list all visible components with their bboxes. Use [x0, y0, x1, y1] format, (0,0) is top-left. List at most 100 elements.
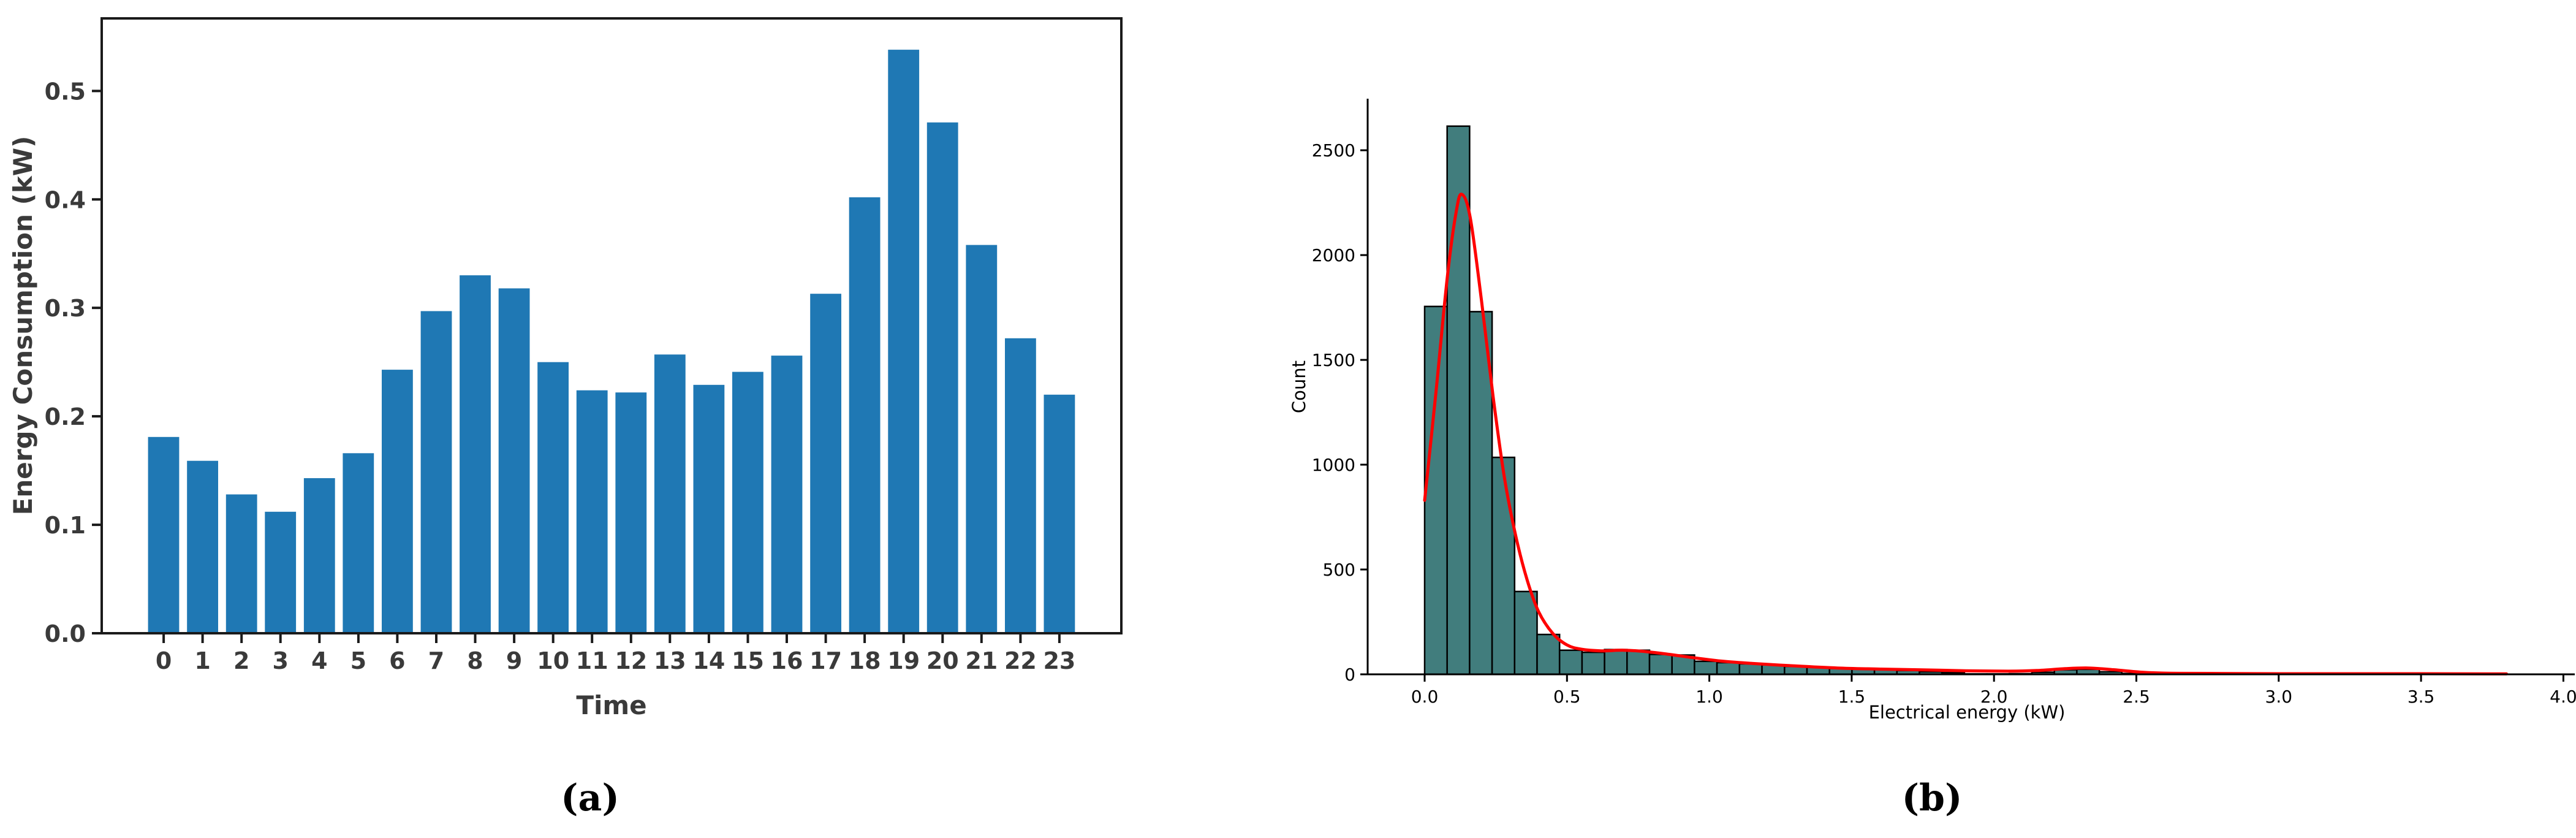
x-tick-label: 6 — [389, 647, 405, 674]
y-tick-label: 0.1 — [45, 512, 86, 539]
x-tick-label: 18 — [849, 647, 881, 674]
hist-bin — [1626, 649, 1651, 676]
hist-bin — [1446, 125, 1471, 676]
x-tick-label: 7 — [428, 647, 444, 674]
bar-hour-15 — [732, 371, 763, 633]
bar-hour-23 — [1044, 394, 1075, 633]
panel-a-xaxis-title: Time — [576, 690, 646, 720]
x-tick-label: 0 — [156, 647, 172, 674]
panel-b-yaxis-title: Count — [1289, 360, 1309, 413]
hist-bin — [1491, 456, 1516, 676]
x-tick-label: 23 — [1043, 647, 1075, 674]
bar-hour-1 — [187, 460, 218, 633]
x-tick-label: 4.0 — [2550, 687, 2576, 707]
kde-density-curve-layer — [1423, 192, 2508, 676]
y-tick-label: 0.2 — [45, 403, 86, 430]
bar-hour-18 — [849, 197, 881, 633]
x-tick-label: 9 — [506, 647, 522, 674]
bar-hour-9 — [498, 288, 530, 633]
x-tick-label: 16 — [771, 647, 803, 674]
x-tick-label: 20 — [926, 647, 959, 674]
bar-hour-7 — [420, 311, 452, 633]
bar-hour-17 — [810, 294, 841, 633]
x-tick-label: 14 — [692, 647, 725, 674]
bar-hour-12 — [615, 392, 647, 633]
bar-hour-3 — [265, 511, 297, 633]
y-tick-label: 1000 — [1312, 455, 1355, 475]
x-tick-label: 13 — [654, 647, 686, 674]
y-tick-label: 0 — [1344, 665, 1355, 685]
bar-hour-13 — [654, 354, 686, 633]
bar-hour-22 — [1005, 338, 1036, 633]
bar-hour-5 — [343, 453, 374, 633]
x-tick-label: 2 — [233, 647, 249, 674]
bar-hour-11 — [576, 390, 608, 633]
plot-frame — [100, 17, 1123, 634]
bar-hour-6 — [382, 370, 413, 633]
bar-hour-19 — [888, 50, 920, 634]
x-tick-label: 10 — [537, 647, 569, 674]
bar-series-energy-consumption — [148, 50, 1075, 634]
y-tick-label: 0.0 — [45, 620, 86, 647]
x-tick-label: 5 — [350, 647, 366, 674]
y-tick-label: 500 — [1323, 560, 1355, 580]
x-tick-label: 4 — [311, 647, 327, 674]
y-tick-label: 0.4 — [45, 186, 86, 213]
hist-bin — [1738, 663, 1763, 676]
bar-hour-10 — [537, 362, 569, 633]
y-tick-label: 2000 — [1312, 245, 1355, 265]
x-tick-label: 12 — [615, 647, 647, 674]
x-tick-label: 3.0 — [2265, 687, 2293, 707]
x-tick-label: 19 — [887, 647, 920, 674]
x-tick-label: 21 — [965, 647, 998, 674]
x-tick-label: 0.5 — [1553, 687, 1581, 707]
x-tick-label: 2.5 — [2123, 687, 2150, 707]
bar-hour-2 — [225, 494, 257, 633]
x-tick-label: 1 — [194, 647, 210, 674]
x-tick-label: 15 — [732, 647, 764, 674]
x-tick-label: 8 — [467, 647, 483, 674]
x-tick-label: 17 — [809, 647, 842, 674]
hist-bin — [1513, 590, 1538, 676]
panel-a-energy-bar-chart: 0 1 2 3 4 5 6 7 8 9 10 11 12 13 14 15 16 17 18 19 20 21 22 230.… — [8, 17, 1123, 720]
hist-bin — [1469, 311, 1493, 676]
panel-b-axes: 0.0 0.5 1.0 1.5 2.0 2.5 3.0 3.5 4.0 0 500 1000 1500 2… — [1312, 99, 2576, 707]
bar-hour-20 — [926, 122, 958, 633]
caption-a: (a) — [561, 777, 619, 820]
panel-b-xaxis-title: Electrical energy (kW) — [1869, 702, 2066, 723]
x-tick-label: 2.0 — [1980, 687, 2008, 707]
bar-hour-0 — [148, 436, 180, 633]
y-tick-label: 2500 — [1312, 140, 1355, 161]
x-tick-label: 1.5 — [1838, 687, 1866, 707]
bar-hour-14 — [693, 384, 725, 633]
bar-hour-21 — [966, 245, 998, 634]
kde-curve — [1423, 192, 2508, 676]
panel-a-axes: 0 1 2 3 4 5 6 7 8 9 10 11 12 13 14 15 16 17 18 19 20 21 22 230.… — [45, 17, 1123, 674]
hist-bin — [1648, 653, 1673, 676]
caption-b: (b) — [1902, 777, 1963, 820]
hist-bin — [1604, 649, 1628, 676]
histogram-bins-electrical-energy — [1423, 125, 2506, 676]
bar-hour-4 — [303, 478, 335, 633]
x-tick-label: 3 — [272, 647, 288, 674]
panel-a-yaxis-title: Energy Consumption (kW) — [8, 136, 38, 516]
hist-bin — [1694, 660, 1718, 676]
hist-bin — [1716, 661, 1741, 676]
y-tick-label: 0.3 — [45, 295, 86, 322]
y-tick-label: 1500 — [1312, 350, 1355, 370]
hist-bin — [1581, 651, 1605, 676]
hist-bin — [1536, 633, 1561, 676]
bar-hour-16 — [771, 356, 803, 633]
panel-b-histogram-kde: 0.0 0.5 1.0 1.5 2.0 2.5 3.0 3.5 4.0 0 500 1000 1500 2… — [1289, 99, 2576, 723]
x-tick-label: 0.0 — [1411, 687, 1439, 707]
x-tick-label: 11 — [576, 647, 608, 674]
hist-bin — [1558, 649, 1583, 676]
x-tick-label: 3.5 — [2407, 687, 2435, 707]
y-tick-label: 0.5 — [45, 78, 86, 105]
hist-bin — [1423, 305, 1448, 676]
x-tick-label: 22 — [1004, 647, 1037, 674]
x-tick-label: 1.0 — [1695, 687, 1723, 707]
bar-hour-8 — [460, 275, 491, 634]
